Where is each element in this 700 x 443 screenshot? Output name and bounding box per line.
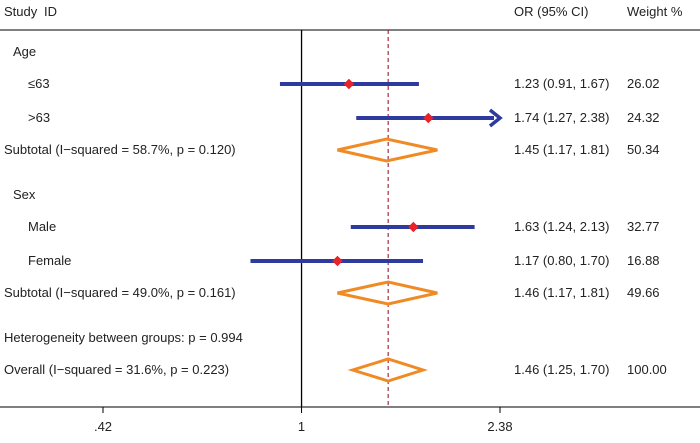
- point-estimate: [408, 221, 419, 233]
- group-label: Sex: [13, 187, 36, 202]
- pooled-diamond: [337, 280, 438, 306]
- weight-value: 32.77: [627, 219, 660, 234]
- study-label: Male: [28, 219, 57, 234]
- study-label: >63: [28, 110, 51, 125]
- subtotal-label: Subtotal (I−squared = 58.7%, p = 0.120): [4, 142, 236, 157]
- x-tick-label: 2.38: [487, 419, 513, 434]
- weight-value: 49.66: [627, 285, 660, 300]
- header-weight: Weight %: [627, 4, 683, 19]
- or-ci-value: 1.17 (0.80, 1.70): [514, 253, 610, 268]
- or-ci-value: 1.74 (1.27, 2.38): [514, 110, 610, 125]
- point-estimate: [423, 112, 434, 124]
- subtotal-label: Subtotal (I−squared = 49.0%, p = 0.161): [4, 285, 236, 300]
- study-label: Female: [28, 253, 72, 268]
- weight-value: 100.00: [627, 362, 667, 377]
- weight-value: 50.34: [627, 142, 660, 157]
- point-estimate: [343, 78, 355, 90]
- subtotal-label: Overall (I−squared = 31.6%, p = 0.223): [4, 362, 230, 377]
- header-id: ID: [44, 4, 57, 19]
- header-or: OR (95% CI): [514, 4, 589, 19]
- or-ci-value: 1.45 (1.17, 1.81): [514, 142, 610, 157]
- weight-value: 24.32: [627, 110, 660, 125]
- or-ci-value: 1.23 (0.91, 1.67): [514, 76, 610, 91]
- x-tick-label: 1: [297, 419, 306, 434]
- or-ci-value: 1.63 (1.24, 2.13): [514, 219, 610, 234]
- or-ci-value: 1.46 (1.25, 1.70): [514, 362, 610, 377]
- header-study: Study: [4, 4, 38, 19]
- or-ci-value: 1.46 (1.17, 1.81): [514, 285, 610, 300]
- weight-value: 26.02: [627, 76, 660, 91]
- ci-arrow: [488, 108, 503, 128]
- group-label: Age: [13, 44, 37, 59]
- pooled-diamond: [347, 357, 428, 383]
- heterogeneity-label: Heterogeneity between groups: p = 0.994: [4, 330, 243, 345]
- x-tick-label: .42: [93, 419, 113, 434]
- point-estimate: [332, 255, 343, 267]
- weight-value: 16.88: [627, 253, 660, 268]
- study-label: ≤63: [28, 76, 50, 91]
- pooled-diamond: [337, 137, 438, 163]
